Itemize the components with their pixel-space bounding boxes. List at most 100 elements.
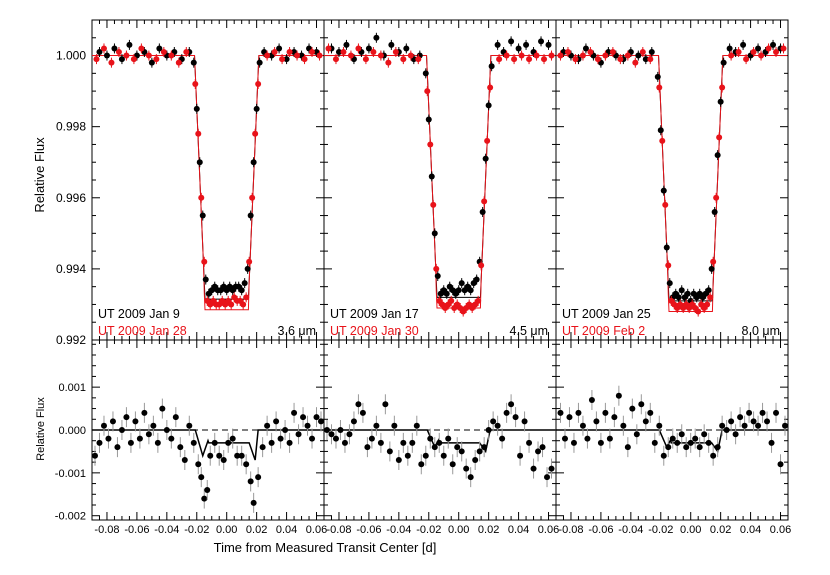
y-axis-label-top: Relative Flux [32,137,47,213]
residual-point [168,435,175,442]
residual-point [313,414,320,421]
black-data-point [96,49,103,55]
red-data-point [198,194,205,201]
red-data-point [617,56,624,63]
residual-point [418,461,425,468]
residual-point [304,422,311,429]
residual-point [159,405,166,412]
black-data-point [675,294,682,301]
residual-point [440,452,447,459]
residual-point [332,435,339,442]
residual-point [651,439,658,446]
residual-point [234,452,241,459]
black-data-point [428,173,435,180]
red-data-point [448,297,455,304]
residual-point [633,431,640,438]
residual-point [579,422,586,429]
black-data-point [196,159,203,166]
residual-point [355,401,362,408]
red-data-point [773,49,780,55]
red-data-point [392,49,399,55]
x-tick-label: -0.06 [124,524,149,536]
red-data-point [355,45,362,52]
red-data-point [130,56,137,63]
black-data-point [193,105,200,112]
red-data-point [728,52,735,59]
residual-point [225,439,232,446]
black-data-point [508,38,515,45]
black-data-point [103,52,110,59]
red-data-point [624,52,631,59]
residual-point [642,418,649,425]
black-data-point [582,45,589,52]
black-data-point [684,290,691,297]
black-data-point [241,280,248,287]
x-tick-label: 0.06 [538,524,559,536]
x-tick-label: -0.08 [94,524,119,536]
residual-point [201,495,208,502]
black-data-point [711,209,718,215]
black-data-point [455,287,462,294]
residual-point [539,444,546,451]
black-data-point [244,265,251,272]
red-data-point [192,81,199,87]
residual-point [750,418,757,425]
residual-point [247,478,254,485]
residual-point [264,422,271,429]
residual-point [350,418,357,425]
black-data-point [714,152,721,159]
black-data-point [717,98,724,105]
black-data-point [657,127,664,134]
black-data-point [403,45,410,52]
residual-point [665,444,672,451]
red-data-point [168,52,175,59]
red-data-point [780,45,787,52]
panel-label-date-2: UT 2009 Jan 28 [98,324,187,338]
red-data-point [332,56,339,63]
red-data-point [183,49,190,55]
black-data-point [705,287,712,294]
residual-point [678,431,685,438]
residual-point [611,414,618,421]
residual-point [463,465,470,472]
x-tick-label: 0.04 [740,524,761,536]
panel-wavelength-label: 8.0 μm [742,324,780,338]
black-data-point [443,290,450,297]
red-data-point [145,52,152,59]
y-tick-label-bottom: -0.002 [55,511,86,523]
residual-point [172,414,179,421]
red-data-point [286,49,293,55]
residual-point [517,452,524,459]
panel-label-date-2: UT 2009 Jan 30 [330,324,419,338]
red-data-point [481,198,488,205]
red-data-point [735,49,742,55]
residual-point [768,439,775,446]
y-tick-label-top: 0.994 [56,262,86,276]
residual-point [566,414,573,421]
residual-point [620,422,627,429]
red-data-point [487,84,494,91]
black-data-point [482,155,489,162]
residual-point [624,444,631,451]
residual-point [777,461,784,468]
residual-point [526,439,533,446]
red-data-point [255,81,262,87]
residual-point [723,427,730,433]
model-curve [556,55,788,302]
residual-point [216,452,223,459]
residual-point [512,414,519,421]
residual-point [472,457,479,463]
residual-point [705,439,712,446]
red-data-point [639,49,646,55]
panel-top-frame-3 [555,19,789,341]
red-data-point [659,137,666,144]
red-data-point [316,52,323,59]
residual-point [109,418,116,425]
red-data-point [252,130,259,137]
red-data-point [719,84,726,91]
residual-point [286,439,293,446]
residual-point [282,427,289,433]
black-data-point [523,41,530,48]
residual-point [606,435,613,442]
residual-point [431,444,438,451]
